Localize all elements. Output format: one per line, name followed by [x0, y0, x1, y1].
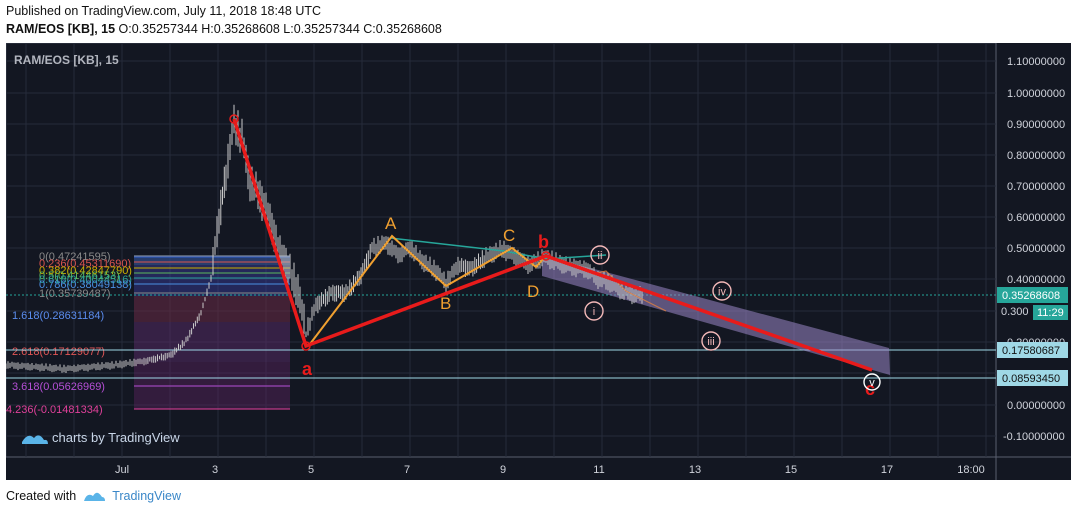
impulse-label-i: i	[593, 306, 595, 318]
ohlc-high-label: H:	[201, 22, 214, 36]
impulse-circle-iii	[701, 331, 721, 351]
elliott-wave-abc[interactable]	[232, 118, 873, 372]
wave-label-c: c	[865, 379, 875, 399]
published-line: Published on TradingView.com, July 11, 2…	[6, 4, 322, 18]
ohlc-low-label: L:	[283, 22, 294, 36]
footer: Created with TradingView	[6, 489, 181, 503]
tradingview-watermark[interactable]: charts by TradingView	[22, 430, 180, 445]
x-tick: 9	[500, 464, 506, 476]
symbol-ohlc-line: RAM/EOS [KB], 15 O:0.35257344 H:0.352686…	[6, 22, 442, 36]
y-tick: 0.300	[1001, 306, 1029, 318]
fib-label-0786: 0.786(0.38049138)	[39, 279, 132, 291]
impulse-circle-i	[584, 301, 604, 321]
x-tick: 11	[593, 464, 604, 476]
impulse-labels: ii i iv iii v	[584, 245, 881, 391]
fib-labels: 0(0.47241595) 0.236(0.45311690) 0.382(0.…	[6, 251, 132, 416]
fib-label-1: 1(0.35739487)	[39, 288, 111, 300]
fib-label-0: 0(0.47241595)	[39, 251, 111, 263]
impulse-circle-ii	[590, 245, 610, 265]
fib-label-3618: 3.618(0.05626969)	[12, 381, 105, 393]
countdown-badge	[1033, 305, 1068, 320]
harmonic-label-C: C	[503, 226, 515, 245]
x-tick: 15	[785, 464, 797, 476]
chart-svg[interactable]: 0(0.47241595) 0.236(0.45311690) 0.382(0.…	[5, 42, 1071, 480]
fib-band-2618	[134, 296, 290, 322]
time-axis-labels: Jul 3 5 7 9 11 13 15 17 18:00	[115, 464, 985, 476]
fib-label-4236: 4.236(-0.01481334)	[6, 404, 103, 416]
teal-trend-line[interactable]	[389, 237, 607, 260]
last-price-badge	[997, 287, 1068, 303]
wave-labels: a b c	[302, 232, 875, 399]
fib-label-1618: 1.618(0.28631184)	[12, 310, 104, 322]
fib-label-05: 0.5(0.41446153)	[39, 270, 120, 282]
y-tick: 0.00000000	[1007, 400, 1065, 412]
x-tick: 7	[404, 464, 410, 476]
harmonic-label-B: B	[440, 294, 451, 313]
wave-label-a: a	[302, 359, 313, 379]
y-tick: 0.80000000	[1007, 150, 1065, 162]
level-1-badge	[997, 342, 1068, 358]
x-tick: Jul	[115, 464, 129, 476]
impulse-label-iv: iv	[718, 286, 726, 298]
y-tick: 0.70000000	[1007, 181, 1065, 193]
last-price-value: 0.35268608	[1002, 290, 1060, 302]
fib-label-2618: 2.618(0.17129077)	[12, 346, 105, 358]
harmonic-label-D: D	[527, 282, 539, 301]
wave-point-b[interactable]	[541, 251, 551, 261]
ohlc-open-value: 0.35257344	[131, 22, 198, 36]
level-2-badge	[997, 370, 1068, 386]
y-tick: 0.50000000	[1007, 243, 1065, 255]
harmonic-label-A: A	[385, 214, 397, 233]
x-tick: 5	[308, 464, 314, 476]
x-tick: 18:00	[957, 464, 985, 476]
wave-point-a[interactable]	[301, 341, 311, 351]
grid-lines	[6, 43, 996, 457]
x-tick: 13	[689, 464, 701, 476]
price-axis-labels: 1.10000000 1.00000000 0.90000000 0.80000…	[1001, 56, 1065, 443]
watermark-text: charts by TradingView	[52, 430, 180, 445]
y-tick: 1.10000000	[1007, 56, 1065, 68]
level-1-value: 0.17580687	[1002, 345, 1060, 357]
ohlc-open-label: O:	[118, 22, 132, 36]
fib-band-3618	[134, 322, 290, 362]
chart-legend-title[interactable]: RAM/EOS [KB], 15	[14, 53, 119, 67]
symbol-label: RAM/EOS [KB], 15	[6, 22, 116, 36]
impulse-circle-iv	[712, 281, 732, 301]
impulse-circle-v	[863, 373, 881, 391]
y-tick: 0.40000000	[1007, 274, 1065, 286]
y-tick: -0.10000000	[1003, 431, 1065, 443]
created-with-label: Created with	[6, 489, 77, 503]
fib-label-0382: 0.382(0.42847790)	[39, 265, 132, 277]
wave-label-b: b	[538, 232, 549, 252]
impulse-label-ii: ii	[598, 250, 603, 262]
harmonic-pattern[interactable]	[309, 234, 545, 345]
ohlc-low-value: 0.35257344	[293, 22, 360, 36]
impulse-label-iii: iii	[707, 336, 714, 348]
x-tick: 3	[212, 464, 218, 476]
ohlc-close-label: C:	[363, 22, 376, 36]
fib-label-0618: 0.618(0.40044516)	[39, 274, 132, 286]
price-badges: 0.35268608 11:29 0.17580687 0.08593450	[997, 287, 1068, 386]
y-tick: 0.60000000	[1007, 212, 1065, 224]
cloud-icon	[22, 435, 48, 444]
ohlc-close-value: 0.35268608	[375, 22, 442, 36]
minor-wave-line	[591, 270, 667, 312]
wave-point-top[interactable]	[229, 114, 239, 124]
y-tick: 1.00000000	[1007, 88, 1065, 100]
fib-band-top	[134, 255, 290, 265]
fib-label-0236: 0.236(0.45311690)	[39, 258, 131, 270]
ohlc-high-value: 0.35268608	[213, 22, 280, 36]
harmonic-labels: A B C D	[385, 214, 539, 313]
y-tick: 0.90000000	[1007, 119, 1065, 131]
impulse-label-v: v	[869, 377, 875, 389]
fib-extension	[134, 255, 290, 410]
level-2-value: 0.08593450	[1002, 373, 1060, 385]
x-tick: 17	[881, 464, 893, 476]
chart-panel[interactable]: 0(0.47241595) 0.236(0.45311690) 0.382(0.…	[5, 42, 1071, 480]
countdown-value: 11:29	[1037, 307, 1064, 319]
tradingview-brand-link[interactable]: TradingView	[112, 489, 181, 503]
tradingview-logo-icon	[84, 492, 106, 501]
